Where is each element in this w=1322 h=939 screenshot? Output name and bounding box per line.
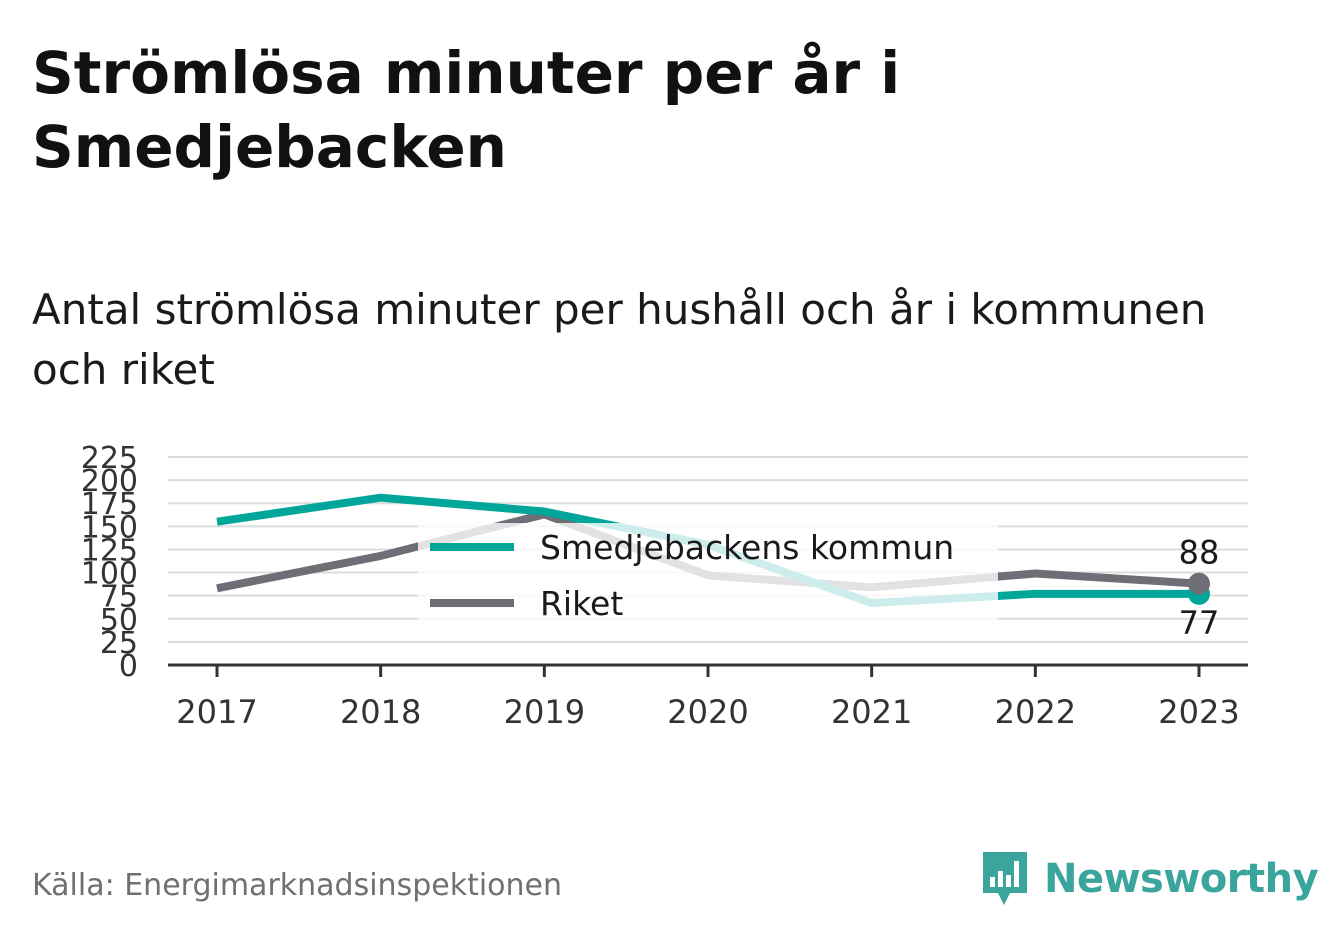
y-tick-label: 200 <box>81 464 138 499</box>
end-points: 77 88 <box>1179 534 1220 642</box>
chart-subtitle: Antal strömlösa minuter per hushåll och … <box>32 285 1207 394</box>
legend-label-kommun: Smedjebackens kommun <box>540 528 954 567</box>
end-point-riket <box>1188 572 1210 595</box>
series-overlay <box>418 523 998 621</box>
x-tick-label: 2021 <box>831 693 912 731</box>
chart-title: Strömlösa minuter per år i Smedjebacken <box>32 39 901 181</box>
y-tick-label: 125 <box>81 533 138 568</box>
legend: Smedjebackens kommun Riket <box>430 528 954 623</box>
y-tick-label: 25 <box>100 626 138 661</box>
x-tick-label: 2020 <box>667 693 748 731</box>
x-tick-label: 2017 <box>176 693 257 731</box>
y-tick-label: 0 <box>119 649 138 684</box>
end-value-label: 88 <box>1179 534 1220 572</box>
end-value-label: 77 <box>1179 604 1220 642</box>
legend-fade-overlay <box>418 523 998 621</box>
legend-label-riket: Riket <box>540 584 623 623</box>
y-tick-label: 50 <box>100 603 138 638</box>
x-axis-tick-labels: 2017 2018 2019 2020 2021 2022 2023 <box>176 665 1240 731</box>
y-tick-label: 175 <box>81 487 138 522</box>
y-tick-label: 225 <box>81 441 138 476</box>
source-note: Källa: Energimarknadsinspektionen <box>32 868 563 903</box>
brand-logo[interactable]: Newsworthy <box>980 848 1319 910</box>
x-tick-label: 2022 <box>995 693 1076 731</box>
x-tick-label: 2019 <box>504 693 585 731</box>
y-tick-label: 75 <box>100 580 138 615</box>
y-tick-label: 100 <box>81 557 138 592</box>
y-tick-label: 150 <box>81 510 138 545</box>
newsworthy-bar-logo-icon <box>983 852 1027 905</box>
brand-name: Newsworthy <box>1044 856 1319 902</box>
x-tick-label: 2018 <box>340 693 421 731</box>
x-tick-label: 2023 <box>1158 693 1239 731</box>
